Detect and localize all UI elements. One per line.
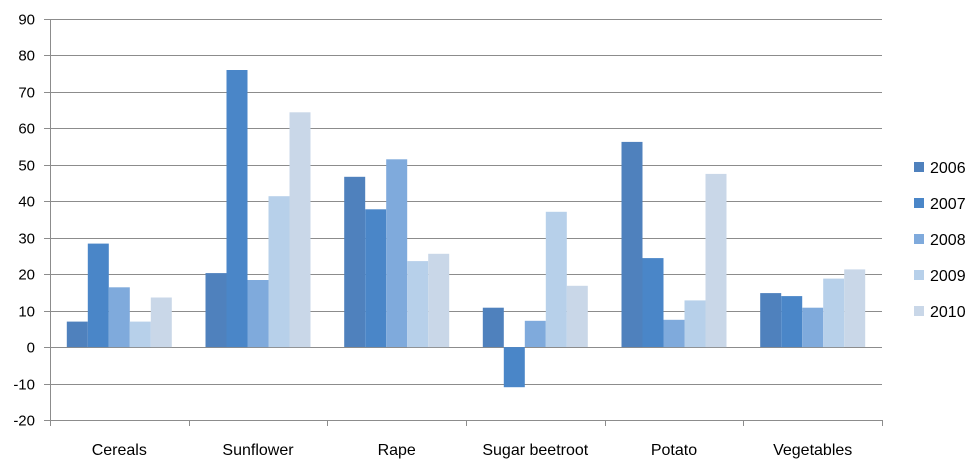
bar-rape-2007 [365,209,387,348]
bar-sugar-beetroot-2010 [566,285,588,347]
legend-label-2008: 2008 [930,232,966,249]
legend-swatch-2007 [914,198,924,208]
bar-cereals-2006 [66,321,88,348]
bar-rape-2009 [407,261,429,348]
y-tick-label: 60 [18,121,35,138]
legend-swatch-2009 [914,270,924,280]
bar-vegetables-2006 [760,293,782,348]
bar-sunflower-2007 [226,70,248,348]
bar-cereals-2008 [108,287,130,348]
bar-rape-2010 [428,253,450,348]
bar-vegetables-2007 [781,296,803,348]
x-tick-label: Sunflower [222,442,294,459]
bar-rape-2006 [344,176,366,347]
axes [50,19,883,426]
legend-swatch-2006 [914,162,924,172]
legend: 2006 2007 2008 2009 2010 [914,160,966,321]
bars [66,70,866,388]
bar-vegetables-2009 [823,278,845,348]
y-tick-label: 40 [18,194,35,211]
bar-vegetables-2008 [802,307,824,348]
legend-label-2007: 2007 [930,196,966,213]
y-tick-label: 50 [18,158,35,175]
y-tick-label: 90 [18,12,35,29]
bar-potato-2008 [663,319,685,348]
legend-label-2009: 2009 [930,268,966,285]
y-tick-label: -20 [13,413,35,430]
y-tick-label: 80 [18,48,35,65]
legend-swatch-2008 [914,234,924,244]
x-tick-label: Cereals [92,442,147,459]
bar-cereals-2010 [150,297,172,348]
gridlines [44,19,882,421]
x-tick-label: Rape [378,442,416,459]
bar-potato-2009 [684,300,706,348]
bar-vegetables-2010 [844,269,866,347]
bar-potato-2006 [621,141,643,348]
bar-sugar-beetroot-2007 [503,347,525,388]
bar-potato-2010 [705,173,727,348]
legend-label-2006: 2006 [930,160,966,177]
bar-rape-2008 [386,159,408,347]
y-tick-label: 30 [18,231,35,248]
bar-sunflower-2006 [205,273,227,348]
legend-swatch-2010 [914,306,924,316]
legend-label-2010: 2010 [930,304,966,321]
bar-sugar-beetroot-2009 [545,211,567,347]
y-tick-label: 70 [18,85,35,102]
y-tick-label: 10 [18,304,35,321]
bar-sugar-beetroot-2008 [524,320,546,347]
y-tick-label: 0 [27,340,35,357]
y-tick-label: -10 [13,377,35,394]
x-tick-label: Vegetables [773,442,852,459]
y-axis-tick-labels: -20 -10 0 10 20 30 40 50 60 70 80 90 [13,12,35,430]
y-tick-label: 20 [18,267,35,284]
bar-sunflower-2008 [247,280,269,348]
bar-sunflower-2010 [289,112,311,348]
bar-cereals-2007 [87,243,109,348]
x-tick-label: Sugar beetroot [482,442,588,459]
x-axis-tick-labels: Cereals Sunflower Rape Sugar beetroot Potato… [92,442,853,459]
bar-potato-2007 [642,258,664,347]
bar-sugar-beetroot-2006 [482,307,504,348]
bar-cereals-2009 [129,321,151,348]
x-tick-label: Potato [651,442,697,459]
bar-sunflower-2009 [268,196,290,348]
